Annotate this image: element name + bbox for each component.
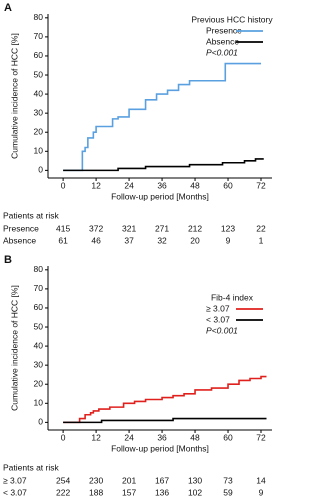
annotation: P<0.001 xyxy=(206,47,238,57)
x-tick-label: 36 xyxy=(157,432,167,442)
risk-count: 22 xyxy=(256,223,266,233)
y-tick-label: 50 xyxy=(34,321,44,331)
risk-count: 254 xyxy=(56,475,70,485)
risk-count: 102 xyxy=(188,487,202,497)
risk-count: 188 xyxy=(89,487,103,497)
x-tick-label: 24 xyxy=(124,180,134,190)
risk-count: 9 xyxy=(226,235,231,245)
risk-count: 222 xyxy=(56,487,70,497)
curve xyxy=(63,375,267,424)
risk-count: 20 xyxy=(190,235,200,245)
x-tick-label: 60 xyxy=(223,180,233,190)
y-tick-label: 60 xyxy=(34,50,44,60)
y-tick-label: 0 xyxy=(38,165,43,175)
panel-label: B xyxy=(4,254,12,266)
risk-count: 1 xyxy=(259,235,264,245)
x-tick-label: 24 xyxy=(124,432,134,442)
risk-count: 14 xyxy=(256,475,266,485)
risk-count: 230 xyxy=(89,475,103,485)
annotation: P<0.001 xyxy=(206,325,238,335)
x-tick-label: 48 xyxy=(190,432,200,442)
x-tick-label: 72 xyxy=(256,180,266,190)
legend-label: Absence xyxy=(206,36,239,46)
x-axis-label: Follow-up period [Months] xyxy=(111,443,209,453)
y-tick-label: 30 xyxy=(34,359,44,369)
x-tick-label: 48 xyxy=(190,180,200,190)
risk-row-label: < 3.07 xyxy=(3,487,27,497)
curve xyxy=(63,62,262,172)
y-tick-label: 10 xyxy=(34,146,44,156)
y-axis-label: Cumulative incidence of HCC [%] xyxy=(9,33,19,159)
y-tick-label: 40 xyxy=(34,88,44,98)
y-tick-label: 0 xyxy=(38,417,43,427)
risk-count: 271 xyxy=(155,223,169,233)
risk-row-label: Presence xyxy=(3,223,39,233)
risk-count: 212 xyxy=(188,223,202,233)
x-tick-label: 60 xyxy=(223,432,233,442)
legend-title: Previous HCC history xyxy=(191,14,273,24)
legend-title: Fib-4 index xyxy=(211,292,254,302)
y-tick-label: 10 xyxy=(34,398,44,408)
y-tick-label: 20 xyxy=(34,378,44,388)
risk-count: 73 xyxy=(223,475,233,485)
x-tick-label: 0 xyxy=(61,432,66,442)
x-tick-label: 72 xyxy=(256,432,266,442)
risk-count: 372 xyxy=(89,223,103,233)
risk-count: 32 xyxy=(157,235,167,245)
risk-row-label: ≥ 3.07 xyxy=(3,475,27,485)
risk-count: 167 xyxy=(155,475,169,485)
risk-count: 321 xyxy=(122,223,136,233)
risk-table-title: Patients at risk xyxy=(3,462,59,472)
x-tick-label: 12 xyxy=(91,180,101,190)
risk-count: 130 xyxy=(188,475,202,485)
y-tick-label: 80 xyxy=(34,264,44,274)
y-tick-label: 70 xyxy=(34,283,44,293)
y-tick-label: 60 xyxy=(34,302,44,312)
risk-count: 61 xyxy=(58,235,68,245)
y-tick-label: 70 xyxy=(34,31,44,41)
risk-count: 415 xyxy=(56,223,70,233)
y-tick-label: 20 xyxy=(34,126,44,136)
y-axis-label: Cumulative incidence of HCC [%] xyxy=(9,285,19,411)
y-tick-label: 40 xyxy=(34,340,44,350)
legend-label: ≥ 3.07 xyxy=(206,303,230,313)
risk-table-title: Patients at risk xyxy=(3,210,59,220)
risk-count: 59 xyxy=(223,487,233,497)
curve xyxy=(63,158,264,172)
y-tick-label: 50 xyxy=(34,69,44,79)
risk-count: 157 xyxy=(122,487,136,497)
risk-count: 9 xyxy=(259,487,264,497)
legend-label: < 3.07 xyxy=(206,314,230,324)
y-tick-label: 30 xyxy=(34,107,44,117)
risk-count: 46 xyxy=(91,235,101,245)
curve xyxy=(63,417,267,424)
y-tick-label: 80 xyxy=(34,12,44,22)
x-tick-label: 12 xyxy=(91,432,101,442)
risk-count: 201 xyxy=(122,475,136,485)
x-axis-label: Follow-up period [Months] xyxy=(111,191,209,201)
risk-count: 136 xyxy=(155,487,169,497)
risk-count: 37 xyxy=(124,235,134,245)
legend-label: Presence xyxy=(206,25,242,35)
risk-count: 123 xyxy=(221,223,235,233)
panel-label: A xyxy=(4,2,12,14)
risk-row-label: Absence xyxy=(3,235,36,245)
x-tick-label: 36 xyxy=(157,180,167,190)
x-tick-label: 0 xyxy=(61,180,66,190)
